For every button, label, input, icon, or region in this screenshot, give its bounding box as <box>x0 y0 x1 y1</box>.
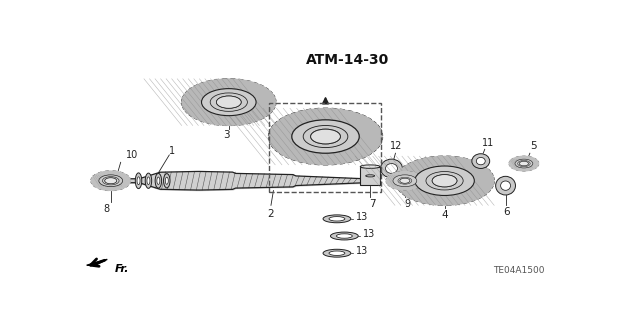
Circle shape <box>202 89 256 116</box>
Text: 3: 3 <box>223 130 230 140</box>
Circle shape <box>520 161 529 166</box>
Ellipse shape <box>329 251 345 256</box>
Ellipse shape <box>337 234 352 238</box>
Text: 9: 9 <box>404 199 410 209</box>
Ellipse shape <box>472 154 490 168</box>
Ellipse shape <box>147 177 150 185</box>
Text: 6: 6 <box>503 206 510 217</box>
Ellipse shape <box>330 232 358 240</box>
Polygon shape <box>509 156 539 171</box>
Ellipse shape <box>137 177 140 185</box>
Polygon shape <box>182 79 276 125</box>
Polygon shape <box>269 108 383 165</box>
Ellipse shape <box>329 217 345 221</box>
Circle shape <box>432 174 457 187</box>
Text: 7: 7 <box>369 199 376 209</box>
Ellipse shape <box>165 177 168 184</box>
Text: 13: 13 <box>356 246 368 256</box>
Circle shape <box>415 166 474 196</box>
Ellipse shape <box>360 165 380 168</box>
Text: 4: 4 <box>441 210 448 220</box>
Ellipse shape <box>155 174 161 188</box>
Text: 12: 12 <box>390 141 403 151</box>
Bar <box>269 103 381 192</box>
Circle shape <box>292 120 359 153</box>
Circle shape <box>515 159 533 168</box>
Ellipse shape <box>365 175 374 177</box>
Text: 13: 13 <box>356 212 368 222</box>
Circle shape <box>393 175 417 187</box>
Text: 10: 10 <box>125 150 138 160</box>
Text: TE04A1500: TE04A1500 <box>493 266 545 275</box>
Text: 13: 13 <box>364 229 376 239</box>
Ellipse shape <box>381 159 403 178</box>
Circle shape <box>99 175 123 187</box>
Circle shape <box>216 96 241 108</box>
Circle shape <box>400 178 410 183</box>
Text: ATM-14-30: ATM-14-30 <box>306 53 390 67</box>
Ellipse shape <box>323 215 351 223</box>
Circle shape <box>105 178 116 184</box>
Bar <box>360 167 380 185</box>
Polygon shape <box>386 171 424 190</box>
Text: 5: 5 <box>531 141 537 151</box>
Ellipse shape <box>476 157 485 165</box>
Ellipse shape <box>135 173 141 189</box>
Text: 1: 1 <box>169 146 175 156</box>
Polygon shape <box>86 259 108 265</box>
Text: Fr.: Fr. <box>115 264 129 274</box>
Ellipse shape <box>323 249 351 257</box>
Text: 2: 2 <box>268 209 275 219</box>
Ellipse shape <box>145 173 152 188</box>
Text: 8: 8 <box>104 204 110 214</box>
Ellipse shape <box>495 176 515 195</box>
Circle shape <box>310 129 340 144</box>
Ellipse shape <box>500 181 511 190</box>
Text: 11: 11 <box>482 137 494 148</box>
Ellipse shape <box>157 177 160 184</box>
Polygon shape <box>395 156 494 205</box>
Ellipse shape <box>385 164 397 174</box>
Polygon shape <box>91 171 131 190</box>
Ellipse shape <box>164 174 170 188</box>
